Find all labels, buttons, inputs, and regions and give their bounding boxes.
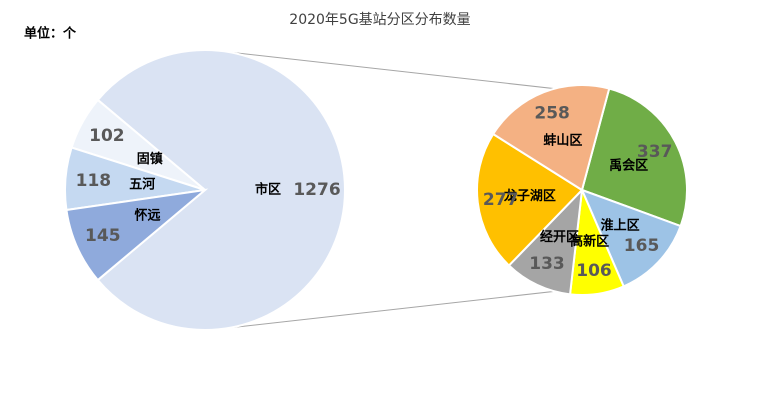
- slice-label: 五河: [129, 176, 155, 192]
- value-label: 277: [483, 190, 519, 210]
- chart-title: 2020年5G基站分区分布数量: [289, 11, 470, 28]
- pie-slice: [65, 188, 209, 282]
- pie-slice: [507, 187, 584, 296]
- slice-label: 蚌山区: [543, 133, 582, 149]
- slice-label: 怀远: [134, 207, 160, 223]
- value-label: 106: [576, 261, 612, 281]
- value-label: 102: [89, 126, 125, 146]
- value-label: 118: [76, 171, 112, 191]
- slice-label: 禹会区: [609, 157, 648, 173]
- pie-slice: [580, 188, 682, 288]
- value-label: 133: [529, 254, 565, 274]
- pie-slice: [96, 49, 346, 331]
- value-label: 337: [637, 142, 673, 162]
- slice-label: 固镇: [137, 151, 163, 167]
- pie-slice: [580, 87, 688, 228]
- value-label: 1276: [293, 180, 340, 200]
- pie-slice: [491, 84, 611, 192]
- unit-note: 单位：个: [24, 26, 77, 42]
- slice-label: 淮上区: [600, 218, 640, 234]
- pie-slice: [476, 132, 584, 267]
- slice-label: 经开区: [540, 229, 579, 245]
- slice-label: 高新区: [570, 233, 609, 249]
- value-label: 258: [534, 104, 570, 124]
- slice-label: 龙子湖区: [504, 188, 556, 204]
- value-label: 145: [85, 226, 121, 246]
- value-label: 165: [624, 236, 660, 256]
- slice-label: 市区: [255, 182, 281, 198]
